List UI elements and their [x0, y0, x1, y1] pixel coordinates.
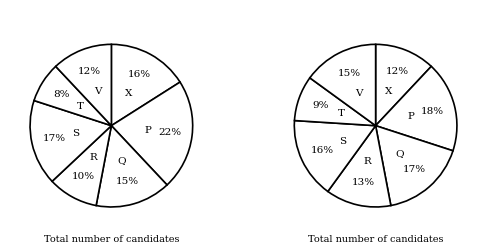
Text: 8%: 8% [54, 90, 70, 99]
Text: 16%: 16% [311, 146, 334, 155]
Text: 16%: 16% [128, 70, 151, 79]
Text: 15%: 15% [116, 177, 139, 186]
Text: R: R [90, 153, 97, 162]
Text: Q: Q [395, 149, 404, 158]
Text: S: S [72, 129, 79, 138]
Text: V: V [355, 89, 363, 98]
Text: 9%: 9% [312, 101, 329, 110]
Text: R: R [364, 157, 372, 166]
Wedge shape [112, 82, 193, 185]
Wedge shape [52, 126, 112, 205]
Text: 13%: 13% [351, 178, 375, 187]
Wedge shape [30, 101, 112, 181]
Text: 17%: 17% [43, 134, 66, 143]
Wedge shape [328, 126, 391, 207]
Wedge shape [34, 66, 112, 126]
Text: 17%: 17% [403, 165, 426, 174]
Wedge shape [375, 66, 457, 151]
Text: S: S [339, 137, 346, 146]
Wedge shape [375, 44, 431, 126]
Text: 18%: 18% [421, 107, 444, 116]
Text: 15%: 15% [337, 69, 360, 78]
Wedge shape [112, 44, 180, 126]
Text: V: V [94, 87, 102, 96]
Wedge shape [295, 78, 375, 126]
Text: P: P [144, 126, 151, 135]
Text: Q: Q [117, 156, 126, 165]
Wedge shape [294, 121, 375, 192]
Wedge shape [56, 44, 112, 126]
Text: X: X [125, 89, 132, 98]
Text: Total number of candidates
who passed the exam = 5700: Total number of candidates who passed th… [303, 235, 448, 244]
Text: T: T [337, 109, 345, 118]
Text: 12%: 12% [386, 67, 409, 76]
Text: 22%: 22% [158, 129, 181, 138]
Text: 10%: 10% [72, 173, 95, 182]
Text: 12%: 12% [78, 67, 101, 76]
Text: X: X [385, 87, 393, 96]
Wedge shape [310, 44, 375, 126]
Text: Total number of candidates
enrolled = 8550: Total number of candidates enrolled = 85… [44, 235, 179, 244]
Text: P: P [408, 112, 414, 121]
Text: T: T [77, 102, 84, 111]
Wedge shape [375, 126, 453, 205]
Wedge shape [96, 126, 167, 207]
